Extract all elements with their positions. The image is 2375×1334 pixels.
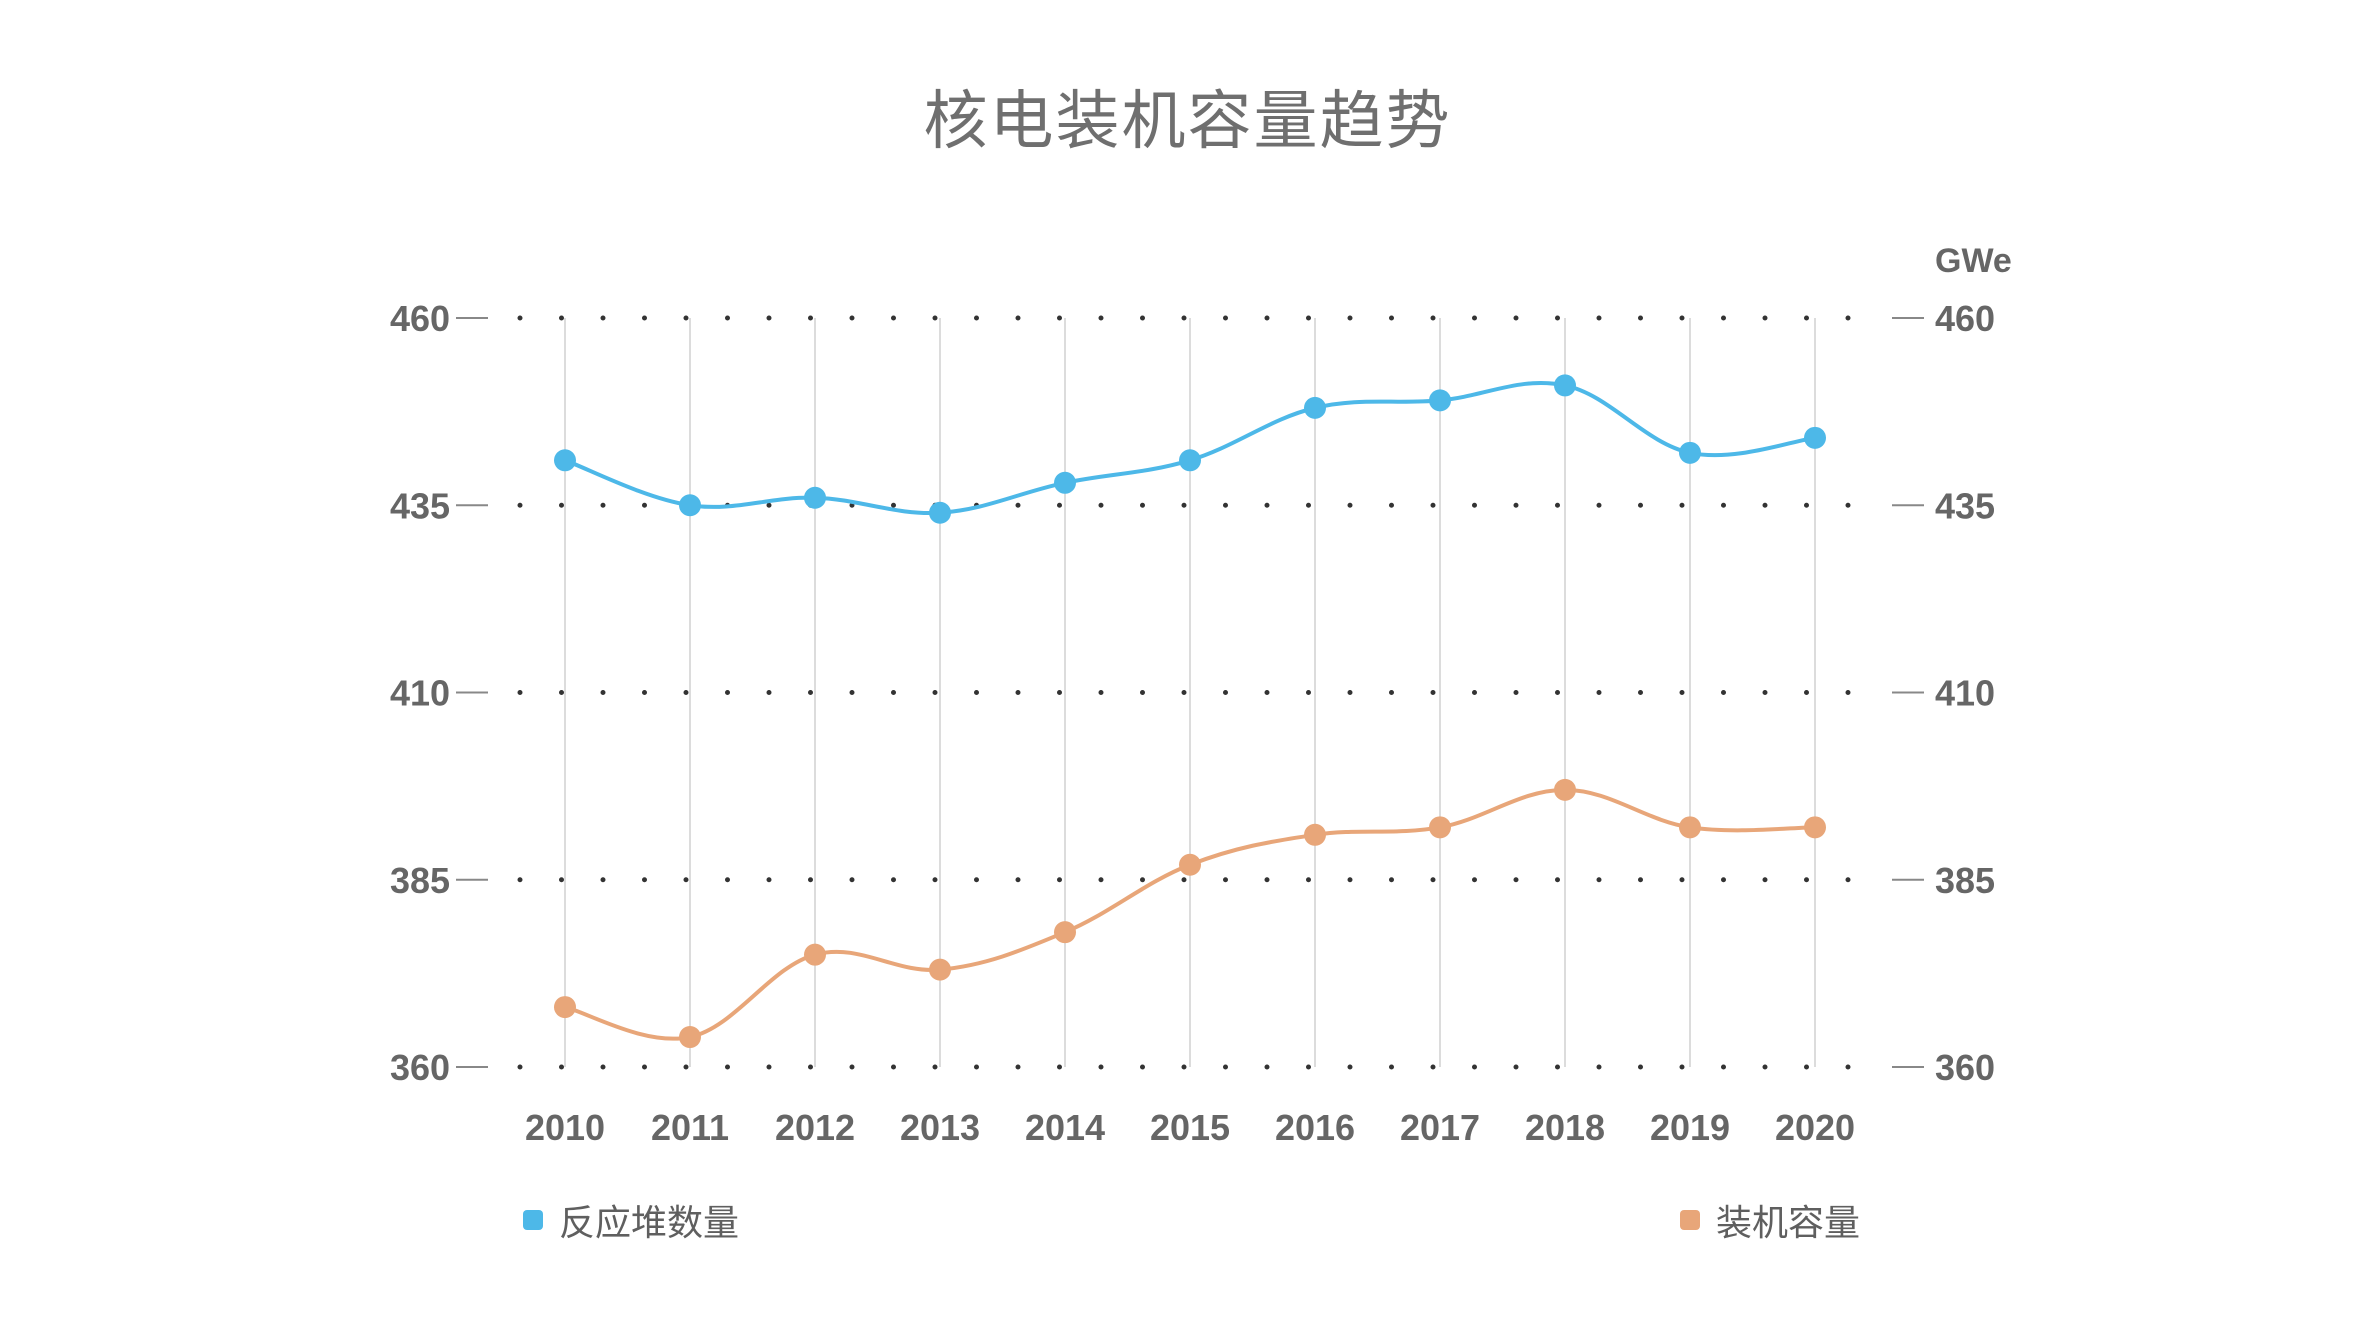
data-point-capacity-2012 (804, 943, 826, 966)
left-tick-label: 410 (390, 673, 450, 714)
legend-swatch-capacity (1680, 1210, 1700, 1230)
x-tick-label-2018: 2018 (1525, 1107, 1605, 1148)
right-tick-label: 435 (1935, 485, 1995, 526)
right-tick-label: 385 (1935, 860, 1995, 901)
right-tick-label: 460 (1935, 298, 1995, 339)
legend-item-reactors: 反应堆数量 (523, 1194, 739, 1246)
right-axis-unit: GWe (1935, 242, 2012, 280)
legend-swatch-reactors (523, 1210, 543, 1230)
data-point-capacity-2011 (679, 1026, 701, 1049)
data-point-capacity-2016 (1304, 823, 1326, 846)
data-point-capacity-2019 (1679, 816, 1701, 839)
x-tick-label-2011: 2011 (651, 1107, 729, 1148)
x-tick-label-2012: 2012 (775, 1107, 855, 1148)
data-point-reactors-2015 (1179, 449, 1201, 472)
data-point-capacity-2013 (929, 958, 951, 981)
data-point-reactors-2010 (554, 449, 576, 472)
data-point-capacity-2018 (1554, 778, 1576, 801)
horizontal-grid (517, 315, 1865, 1070)
legend-label-capacity: 装机容量 (1716, 1203, 1861, 1244)
chart-title: 核电装机容量趋势 (923, 85, 1452, 159)
legend-label-reactors: 反应堆数量 (559, 1203, 740, 1244)
vertical-grid (564, 318, 1816, 1067)
right-tick-label: 360 (1935, 1047, 1995, 1088)
left-tick-label: 360 (390, 1047, 450, 1088)
data-point-reactors-2014 (1054, 471, 1076, 494)
data-point-reactors-2019 (1679, 441, 1701, 464)
x-tick-label-2014: 2014 (1025, 1107, 1105, 1148)
left-tick-label: 460 (390, 298, 450, 339)
data-point-capacity-2010 (554, 996, 576, 1019)
left-axis: 460 435 410 385 360 (390, 298, 488, 1088)
left-tick-label: 385 (390, 860, 450, 901)
x-axis: 2010 2011 2012 2013 2014 2015 2016 2017 2018 2019… (525, 1107, 1855, 1148)
left-tick-label: 435 (390, 485, 450, 526)
data-point-reactors-2011 (679, 494, 701, 517)
x-tick-label-2015: 2015 (1150, 1107, 1230, 1148)
legend-item-capacity: 装机容量 (1680, 1194, 1860, 1246)
data-point-reactors-2020 (1804, 426, 1826, 449)
x-tick-label-2013: 2013 (900, 1107, 980, 1148)
data-point-reactors-2018 (1554, 374, 1576, 397)
right-tick-label: 410 (1935, 673, 1995, 714)
data-point-reactors-2012 (804, 486, 826, 509)
right-axis: GWe 460 435 410 385 360 (1892, 242, 2012, 1088)
data-point-capacity-2015 (1179, 853, 1201, 876)
data-point-capacity-2020 (1804, 816, 1826, 839)
x-tick-label-2020: 2020 (1775, 1107, 1855, 1148)
data-point-reactors-2017 (1429, 389, 1451, 412)
data-point-reactors-2016 (1304, 396, 1326, 419)
x-tick-label-2016: 2016 (1275, 1107, 1355, 1148)
series-layer (554, 374, 1826, 1049)
data-point-capacity-2014 (1054, 921, 1076, 944)
x-tick-label-2010: 2010 (525, 1107, 605, 1148)
x-tick-label-2019: 2019 (1650, 1107, 1730, 1148)
data-point-reactors-2013 (929, 501, 951, 524)
x-tick-label-2017: 2017 (1400, 1107, 1480, 1148)
data-point-capacity-2017 (1429, 816, 1451, 839)
